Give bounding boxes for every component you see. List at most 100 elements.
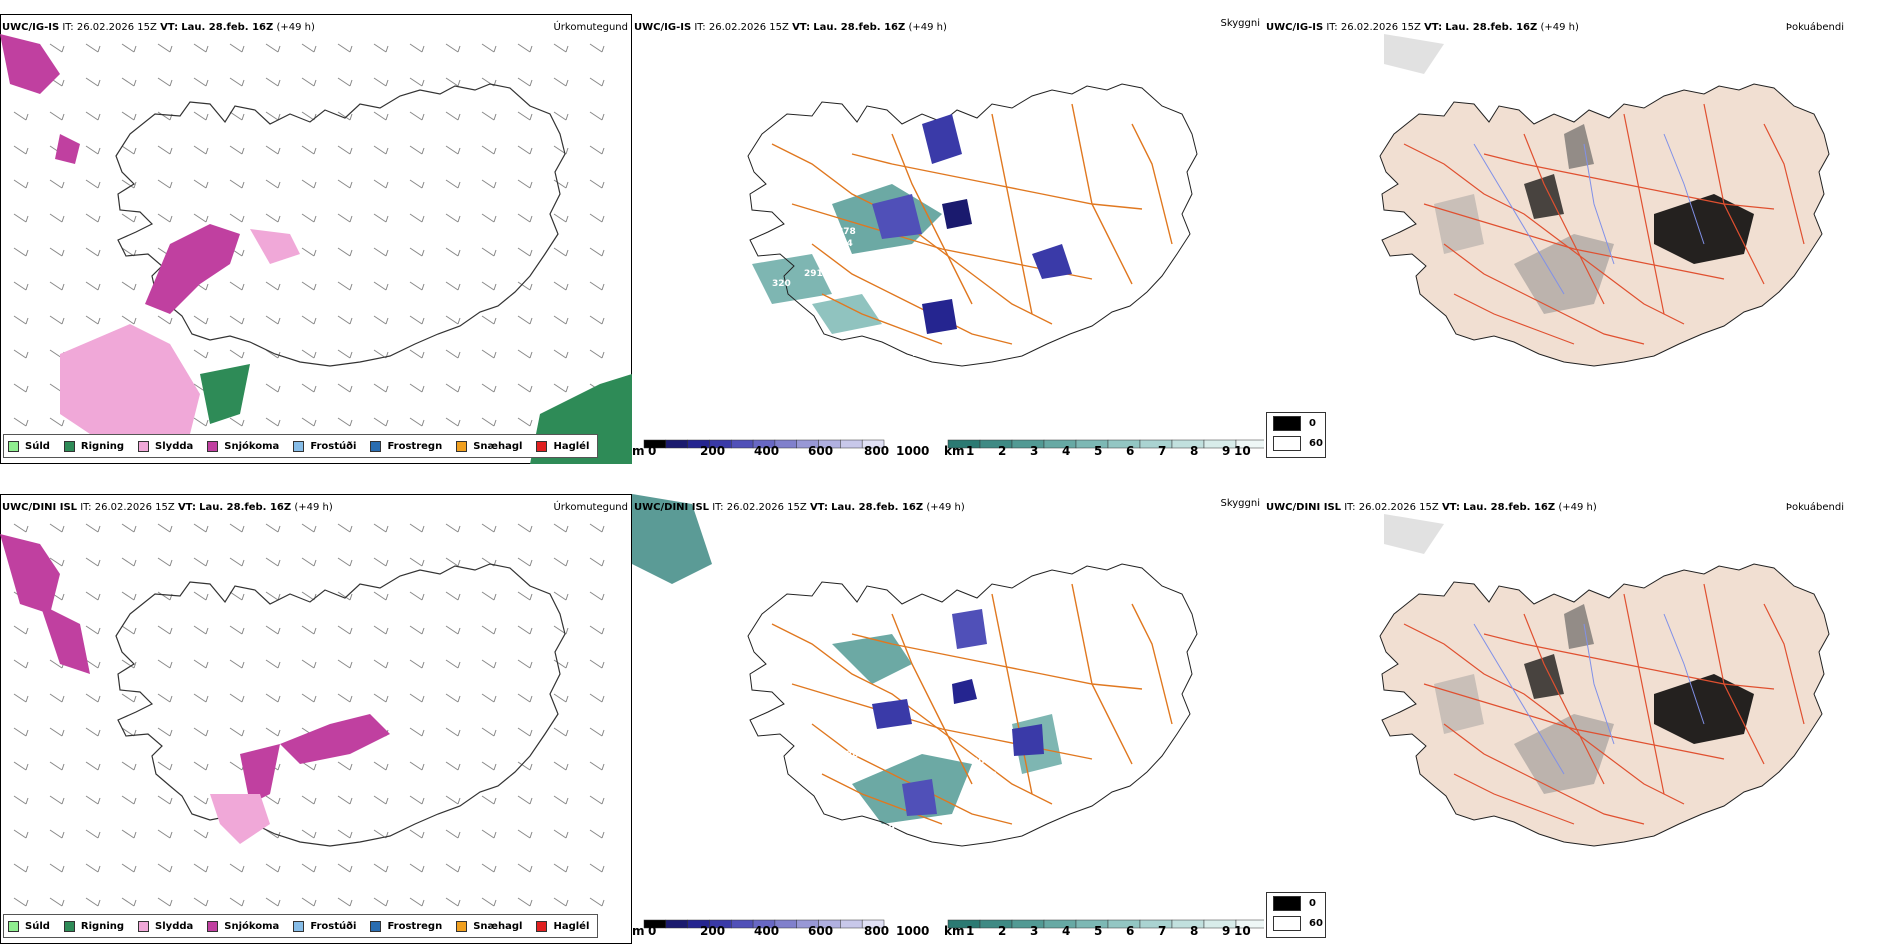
wind-barb-feather — [61, 695, 65, 703]
wind-barb — [589, 795, 603, 805]
wind-barb — [337, 383, 351, 393]
wind-barb — [265, 111, 279, 121]
wind-barb — [301, 43, 315, 53]
wind-barb — [193, 897, 207, 907]
wind-barb-feather — [313, 797, 317, 805]
wind-barb — [265, 727, 279, 737]
wind-barb — [13, 523, 27, 533]
wind-barb-feather — [133, 831, 137, 839]
wind-barb — [49, 247, 63, 257]
wind-barb — [553, 77, 567, 87]
wind-barb — [481, 349, 495, 359]
wind-barb-feather — [133, 181, 137, 189]
wind-barb — [121, 247, 135, 257]
wind-barb — [121, 145, 135, 155]
wind-barb — [481, 247, 495, 257]
wind-barb-feather — [241, 525, 245, 533]
wind-barb — [13, 247, 27, 257]
wind-barb-feather — [457, 45, 461, 53]
legend-item: Haglél — [536, 920, 589, 932]
visibility-unit: km — [944, 924, 965, 938]
wind-barb-feather — [277, 627, 281, 635]
wind-barb — [409, 795, 423, 805]
visibility-area — [752, 254, 832, 304]
wind-barb-feather — [565, 695, 569, 703]
ceiling-unit: m — [632, 444, 645, 458]
wind-barb — [553, 315, 567, 325]
cloud-base-label: 164 — [974, 700, 993, 710]
wind-barb — [301, 761, 315, 771]
wind-barb-feather — [205, 419, 209, 427]
wind-barb-feather — [61, 317, 65, 325]
ceil-tick: 600 — [808, 924, 834, 938]
wind-barbs — [13, 523, 605, 907]
wind-barb-feather — [277, 525, 281, 533]
wind-barb-feather — [61, 763, 65, 771]
wind-barb — [157, 897, 171, 907]
wind-barb-feather — [421, 559, 425, 567]
wind-barb — [337, 77, 351, 87]
wind-barb-feather — [25, 865, 29, 873]
wind-barb — [481, 417, 495, 427]
wind-barb-feather — [601, 147, 605, 155]
wind-barb-feather — [601, 249, 605, 257]
colorbar-cell — [1235, 919, 1264, 929]
wind-barb-feather — [457, 899, 461, 907]
wind-barb — [13, 625, 27, 635]
fog-legend-item: 60 — [1267, 913, 1325, 933]
wind-barb — [517, 557, 531, 567]
wind-barb — [337, 863, 351, 873]
wind-barb-feather — [421, 79, 425, 87]
wind-barb-feather — [169, 317, 173, 325]
wind-barb — [301, 247, 315, 257]
wind-barb — [445, 863, 459, 873]
wind-barb-feather — [349, 351, 353, 359]
wind-barb — [265, 179, 279, 189]
wind-barb — [481, 281, 495, 291]
precip-map-row1 — [0, 14, 632, 464]
wind-barb-feather — [169, 797, 173, 805]
wind-barb-feather — [493, 661, 497, 669]
wind-barb-feather — [133, 865, 137, 873]
wind-barb-feather — [457, 559, 461, 567]
cloud-base-label: 878 — [837, 227, 856, 237]
wind-barb-feather — [241, 661, 245, 669]
wind-barb-feather — [97, 899, 101, 907]
wind-barb — [157, 659, 171, 669]
wind-barb-feather — [25, 763, 29, 771]
road-line — [1071, 103, 1133, 285]
vis-tick: 2 — [998, 444, 1007, 458]
wind-barb-feather — [133, 147, 137, 155]
cloud-base-label: 685 — [704, 644, 723, 654]
wind-barb — [85, 659, 99, 669]
wind-barb-feather — [565, 899, 569, 907]
wind-barb-feather — [457, 661, 461, 669]
wind-barb — [121, 727, 135, 737]
wind-barb-feather — [61, 729, 65, 737]
wind-barb-feather — [277, 661, 281, 669]
wind-barb — [337, 897, 351, 907]
wind-barb-feather — [349, 419, 353, 427]
wind-barb — [229, 417, 243, 427]
fog-area — [1434, 674, 1484, 734]
wind-barb-feather — [313, 763, 317, 771]
wind-barb-feather — [97, 317, 101, 325]
panel-header: UWC/DINI ISL IT: 26.02.2026 15Z VT: Lau.… — [2, 502, 333, 513]
wind-barb — [265, 281, 279, 291]
wind-barb — [409, 247, 423, 257]
panel-title: Þokuábendi — [1785, 22, 1844, 33]
wind-barb-feather — [241, 215, 245, 223]
wind-barb — [589, 557, 603, 567]
wind-barb-feather — [493, 419, 497, 427]
wind-barb-feather — [169, 695, 173, 703]
wind-barb-feather — [25, 181, 29, 189]
wind-barb-feather — [97, 797, 101, 805]
wind-barb — [445, 897, 459, 907]
wind-barb — [409, 557, 423, 567]
wind-barb — [301, 693, 315, 703]
wind-barb-feather — [169, 899, 173, 907]
wind-barb-feather — [169, 661, 173, 669]
wind-barb — [157, 761, 171, 771]
wind-barb-feather — [529, 559, 533, 567]
precip-area — [0, 534, 60, 614]
